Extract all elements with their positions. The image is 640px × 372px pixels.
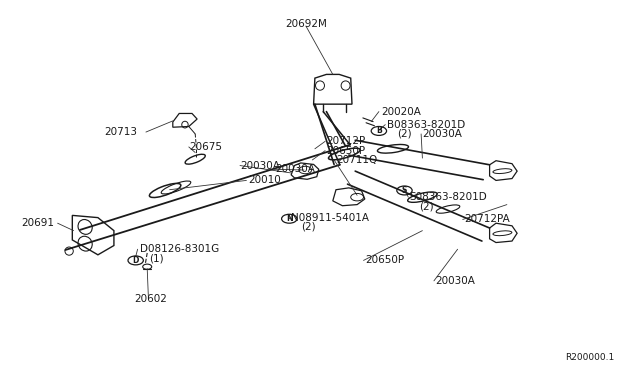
Text: 20020A: 20020A bbox=[381, 107, 420, 116]
Text: 20675: 20675 bbox=[189, 142, 222, 152]
Text: 20712PA: 20712PA bbox=[464, 215, 509, 224]
Text: (1): (1) bbox=[149, 254, 164, 263]
Text: N08911-5401A: N08911-5401A bbox=[291, 213, 369, 222]
Text: (2): (2) bbox=[301, 222, 316, 232]
Text: 20602: 20602 bbox=[134, 295, 167, 304]
Text: 20030A: 20030A bbox=[240, 161, 280, 170]
Text: 20692M: 20692M bbox=[285, 19, 327, 29]
Text: (2): (2) bbox=[397, 129, 412, 139]
Text: 20650P: 20650P bbox=[365, 256, 404, 265]
Text: D: D bbox=[132, 256, 139, 265]
Text: 20712P: 20712P bbox=[326, 137, 365, 146]
Text: R200000.1: R200000.1 bbox=[565, 353, 614, 362]
Text: 20711Q: 20711Q bbox=[336, 155, 377, 165]
Text: 20010: 20010 bbox=[248, 176, 281, 185]
Text: 20030A: 20030A bbox=[275, 164, 315, 174]
Text: 20691: 20691 bbox=[21, 218, 54, 228]
Text: B: B bbox=[376, 126, 381, 135]
Text: 20650P: 20650P bbox=[326, 146, 365, 155]
Text: S08363-8201D: S08363-8201D bbox=[410, 192, 487, 202]
Text: 20713: 20713 bbox=[104, 127, 138, 137]
Text: D08126-8301G: D08126-8301G bbox=[140, 244, 219, 254]
Text: B08363-8201D: B08363-8201D bbox=[387, 120, 465, 129]
Text: S: S bbox=[402, 186, 407, 195]
Text: 20030A: 20030A bbox=[422, 129, 462, 139]
Text: N: N bbox=[286, 214, 292, 223]
Text: 20030A: 20030A bbox=[435, 276, 475, 286]
Text: (2): (2) bbox=[419, 202, 434, 211]
